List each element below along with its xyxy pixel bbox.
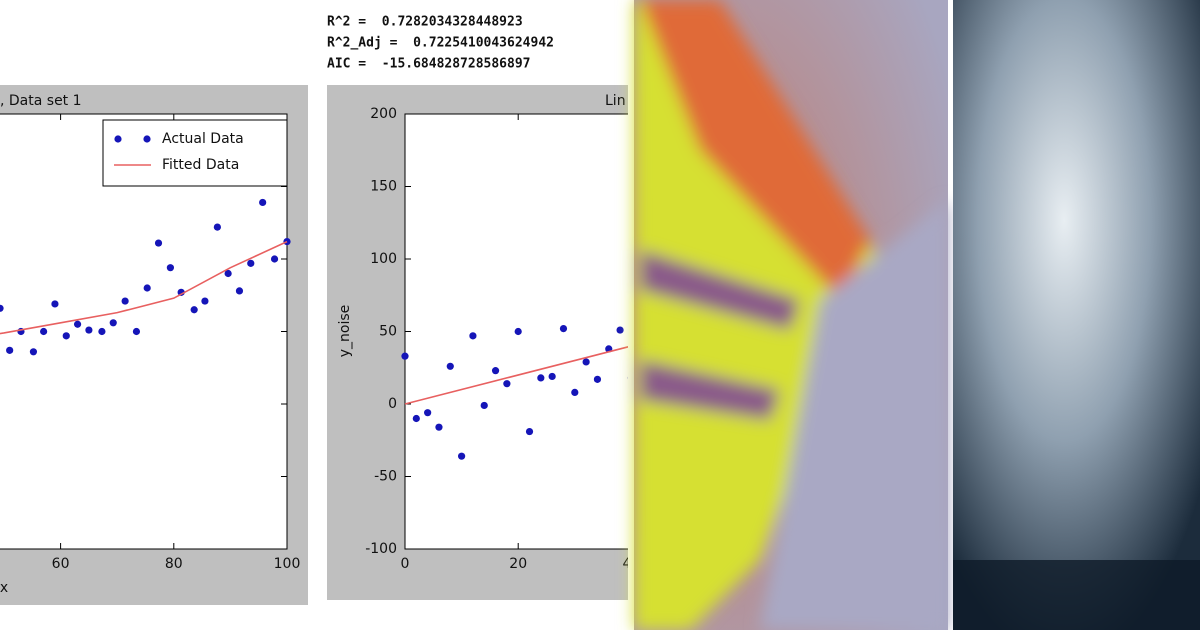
chart-panel: , Data set 1 60 80 100 x Actual Data Fitted Da…	[0, 85, 308, 605]
data-point	[190, 306, 198, 314]
data-point	[98, 327, 106, 336]
x-tick-label: 80	[165, 556, 183, 572]
data-point	[51, 300, 59, 308]
data-point	[503, 380, 511, 388]
x-tick-label: 20	[509, 556, 527, 572]
y-tick-label: -100	[365, 541, 397, 557]
data-point	[491, 367, 500, 375]
x-tick-label: 40	[622, 556, 640, 572]
stat-text: R^2 = 0.7282034328448923	[327, 15, 523, 30]
data-point	[559, 325, 568, 333]
data-point	[166, 264, 175, 272]
data-point	[29, 348, 38, 356]
x-tick-label: 100	[274, 556, 301, 572]
chart-panel: Lin -100 -50 0 50 100 150 200 0 20 40 y_noise R^2 = …	[327, 15, 640, 600]
y-tick-label: 50	[379, 324, 397, 340]
data-point	[627, 376, 628, 380]
data-point	[109, 319, 117, 327]
fit-line	[0, 240, 288, 335]
y-tick-label: 100	[370, 251, 397, 267]
stat-text: R^2_Adj = 0.7225410043624942	[327, 36, 554, 51]
chart-title: Lin	[605, 93, 626, 109]
data-point	[247, 259, 255, 267]
data-point	[132, 327, 141, 336]
data-point	[424, 409, 432, 417]
data-point	[480, 401, 488, 410]
legend-marker	[114, 135, 122, 143]
y-tick-label: 150	[370, 179, 397, 195]
legend-marker	[143, 135, 151, 143]
data-point	[40, 327, 48, 336]
x-tick-label: 0	[401, 556, 410, 572]
data-point	[458, 452, 466, 460]
data-point	[6, 346, 14, 354]
data-point	[62, 332, 70, 340]
data-point	[201, 297, 209, 305]
data-point	[259, 198, 267, 207]
data-point	[154, 239, 163, 247]
stat-text: AIC = -15.684828728586897	[327, 57, 531, 72]
photo	[634, 0, 948, 630]
data-point	[571, 388, 579, 396]
y-tick-label: -50	[374, 469, 397, 485]
data-point	[224, 269, 232, 278]
data-point	[469, 332, 477, 340]
data-point	[85, 326, 93, 334]
y-tick-label: 200	[370, 106, 397, 122]
data-point	[435, 423, 443, 431]
data-point	[121, 297, 129, 305]
data-point	[525, 427, 534, 436]
legend-label: Actual Data	[162, 131, 244, 147]
data-point	[616, 326, 624, 334]
legend-box	[102, 119, 288, 187]
data-point	[73, 320, 82, 328]
fit-line	[404, 346, 628, 405]
data-point	[548, 372, 556, 381]
data-point	[177, 288, 185, 296]
data-point	[412, 414, 420, 423]
data-point	[401, 352, 409, 360]
data-point	[213, 223, 221, 231]
y-tick-label: 0	[388, 396, 397, 412]
x-tick-label: 60	[52, 556, 70, 572]
data-point	[593, 375, 602, 383]
data-point	[446, 362, 454, 370]
data-point	[235, 287, 244, 295]
x-axis-label: x	[0, 580, 8, 596]
legend-label: Fitted Data	[162, 157, 239, 173]
data-point	[0, 304, 4, 312]
data-point	[514, 327, 522, 336]
data-point	[582, 358, 590, 366]
data-point	[537, 374, 545, 382]
data-point	[143, 284, 151, 292]
chart-title: , Data set 1	[0, 93, 82, 109]
data-point	[270, 255, 279, 263]
y-axis-label: y_noise	[337, 305, 353, 358]
photo	[953, 0, 1200, 630]
